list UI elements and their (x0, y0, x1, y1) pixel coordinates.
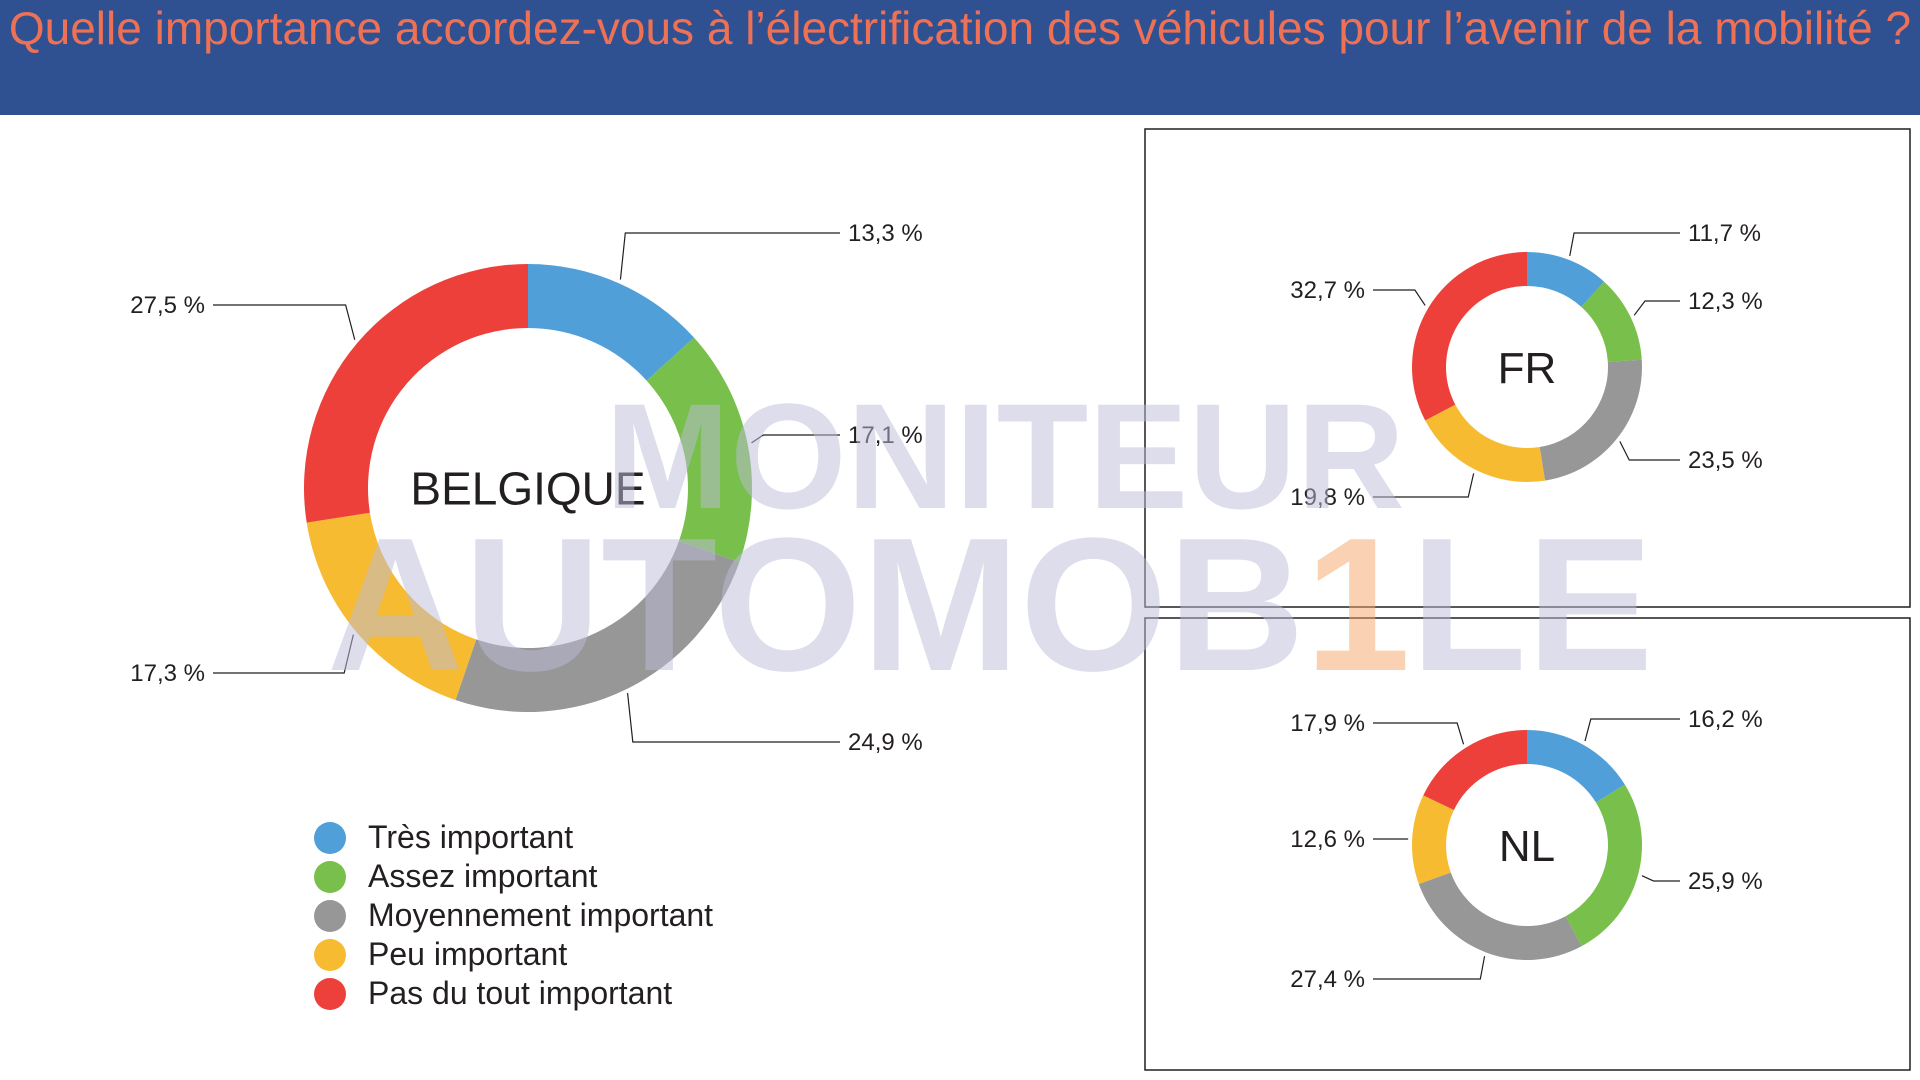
legend-label: Pas du tout important (368, 975, 673, 1011)
leader-line-fr-4 (1373, 289, 1426, 306)
panel-frame-nl (1144, 617, 1911, 1071)
leader-line-belgique-2 (626, 693, 840, 743)
leader-line-fr-3 (1373, 473, 1475, 498)
slice-belgique-0 (528, 264, 695, 381)
chart-title: Quelle importance accordez-vous à l’élec… (8, 2, 1912, 54)
value-label-belgique-1: 17,1 % (848, 422, 923, 449)
legend-swatch (314, 977, 346, 1010)
slice-nl-1 (1565, 784, 1642, 947)
leader-line-nl-1 (1641, 875, 1680, 882)
leader-line-nl-2 (1373, 956, 1486, 980)
watermark-line-1: MONITEUR (605, 372, 1405, 540)
slice-fr-2 (1539, 359, 1642, 481)
header-bar (0, 0, 1920, 115)
leader-line-nl-4 (1373, 722, 1465, 745)
watermark-part-a: AUTOMOB (327, 499, 1305, 711)
legend-item-assez-important: Assez important (314, 857, 713, 896)
leader-line-belgique-0 (619, 232, 840, 280)
slice-fr-0 (1527, 252, 1605, 307)
value-label-fr-2: 23,5 % (1688, 447, 1763, 474)
watermark-part-c: LE (1411, 499, 1654, 711)
slice-belgique-2 (455, 540, 740, 712)
watermark-line-2: AUTOMOB1LE (327, 499, 1654, 711)
legend-item-peu-important: Peu important (314, 935, 713, 974)
legend-swatch (314, 938, 346, 971)
legend-label: Moyennement important (368, 897, 714, 933)
watermark: MONITEUR AUTOMOB1LE (327, 372, 1654, 711)
value-label-nl-0: 16,2 % (1688, 706, 1763, 733)
donut-chart-fr: 11,7 % 12,3 % 23,5 % 19,8 % 32,7 % FR (1290, 220, 1762, 511)
value-label-nl-4: 17,9 % (1290, 710, 1365, 737)
chart-center-label-nl: NL (1499, 822, 1555, 871)
legend-swatch (314, 860, 346, 893)
slice-fr-3 (1425, 404, 1545, 482)
leader-line-nl-0 (1584, 718, 1680, 742)
value-label-fr-1: 12,3 % (1688, 288, 1763, 315)
value-label-nl-2: 27,4 % (1290, 966, 1365, 993)
legend: Très important Assez important Moyenneme… (314, 818, 713, 1013)
value-label-nl-3: 12,6 % (1290, 826, 1365, 853)
value-label-fr-0: 11,7 % (1688, 220, 1761, 247)
slice-nl-0 (1527, 730, 1625, 803)
chart-center-label-belgique: BELGIQUE (410, 463, 645, 515)
watermark-part-b: 1 (1305, 499, 1411, 711)
chart-center-label-fr: FR (1498, 344, 1557, 393)
legend-swatch (314, 899, 346, 932)
slice-belgique-1 (646, 337, 753, 563)
slice-fr-1 (1581, 281, 1642, 362)
slice-fr-4 (1411, 252, 1527, 421)
legend-label: Assez important (368, 858, 598, 894)
leader-line-belgique-4 (213, 304, 356, 340)
value-label-fr-3: 19,8 % (1290, 484, 1365, 511)
slice-nl-3 (1412, 795, 1454, 884)
leader-line-belgique-3 (213, 634, 354, 674)
legend-item-moyennement-important: Moyennement important (314, 896, 713, 935)
donut-chart-nl: 16,2 % 25,9 % 27,4 % 12,6 % 17,9 % NL (1290, 706, 1762, 993)
value-label-belgique-2: 24,9 % (848, 729, 923, 756)
value-label-belgique-0: 13,3 % (848, 220, 923, 247)
slice-nl-4 (1423, 730, 1527, 811)
leader-line-fr-2 (1619, 441, 1680, 461)
legend-swatch (314, 821, 346, 854)
leader-line-fr-0 (1569, 232, 1680, 257)
leader-line-fr-1 (1633, 300, 1680, 316)
slice-nl-2 (1418, 872, 1582, 960)
panel-frame-fr (1144, 128, 1911, 608)
donut-chart-belgique: 13,3 % 17,1 % 24,9 % 17,3 % 27,5 % BELGIQUE (130, 220, 922, 756)
legend-item-pas-du-tout-important: Pas du tout important (314, 974, 713, 1013)
value-label-nl-1: 25,9 % (1688, 868, 1763, 895)
value-label-belgique-4: 27,5 % (130, 292, 205, 319)
value-label-fr-4: 32,7 % (1290, 277, 1365, 304)
slice-belgique-3 (306, 512, 477, 700)
legend-label: Peu important (368, 936, 568, 972)
legend-label: Très important (368, 819, 574, 855)
donut-charts: 13,3 %17,1 %24,9 %17,3 %27,5 %BELGIQUE11… (130, 220, 1762, 993)
leader-line-belgique-1 (751, 434, 840, 444)
value-label-belgique-3: 17,3 % (130, 660, 205, 687)
legend-item-tres-important: Très important (314, 818, 713, 857)
slice-belgique-4 (304, 264, 528, 523)
